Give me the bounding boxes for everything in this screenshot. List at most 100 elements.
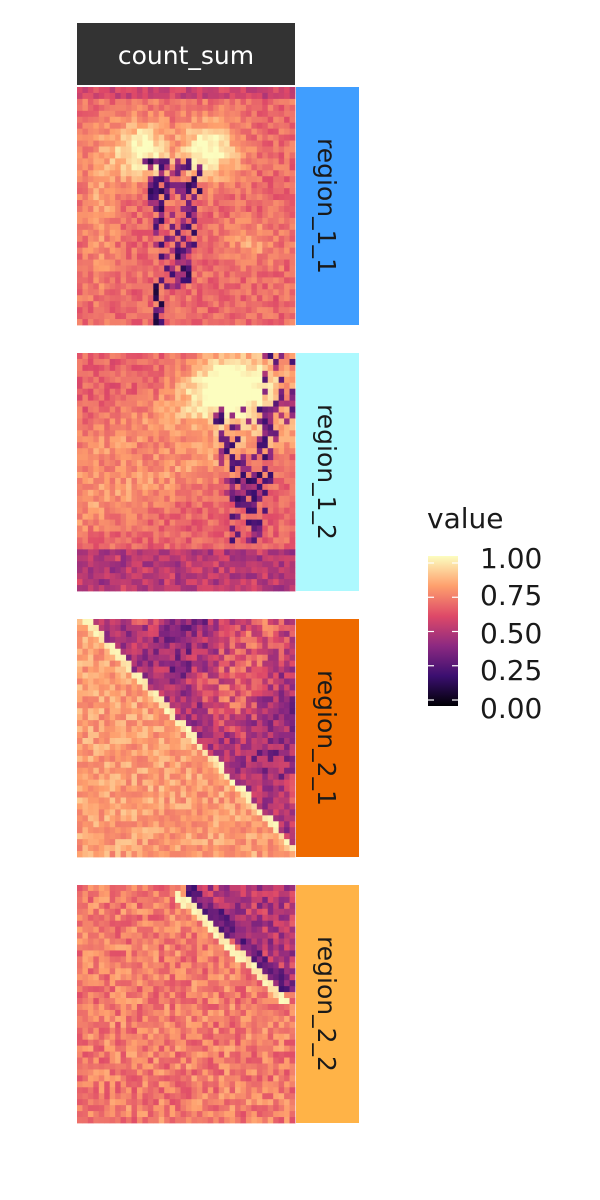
- heatmap-cell: [131, 525, 138, 532]
- heatmap-cell: [207, 619, 214, 626]
- heatmap-cell: [158, 896, 165, 904]
- heatmap-cell: [126, 573, 132, 580]
- heatmap-cell: [186, 702, 192, 709]
- heatmap-cell: [202, 803, 209, 810]
- heatmap-cell: [240, 630, 247, 638]
- heatmap-cell: [153, 87, 160, 94]
- heatmap-cell: [207, 714, 214, 721]
- heatmap-cell: [224, 561, 230, 568]
- heatmap-cell: [169, 630, 176, 638]
- heatmap-cell: [115, 358, 121, 366]
- heatmap-cell: [115, 507, 121, 515]
- heatmap-cell: [120, 247, 127, 254]
- heatmap-cell: [115, 809, 121, 816]
- heatmap-cell: [175, 660, 181, 667]
- heatmap-cell: [273, 110, 280, 118]
- heatmap-cell: [235, 743, 241, 751]
- heatmap-cell: [87, 549, 94, 556]
- heatmap-cell: [169, 648, 176, 656]
- heatmap-cell: [131, 821, 138, 828]
- heatmap-cell: [267, 555, 274, 562]
- heatmap-cell: [147, 642, 154, 650]
- heatmap-cell: [115, 211, 121, 219]
- heatmap-cell: [202, 714, 209, 721]
- heatmap-cell: [147, 732, 154, 739]
- heatmap-cell: [278, 809, 285, 816]
- heatmap-cell: [87, 247, 94, 254]
- heatmap-cell: [251, 579, 258, 586]
- heatmap-cell: [104, 430, 111, 437]
- heatmap-cell: [218, 785, 225, 792]
- heatmap-cell: [131, 271, 138, 278]
- heatmap-cell: [213, 194, 220, 201]
- heatmap-cell: [77, 164, 83, 171]
- heatmap-cell: [142, 483, 149, 491]
- heatmap-cell: [82, 531, 89, 538]
- heatmap-cell: [245, 194, 252, 201]
- heatmap-cell: [158, 720, 165, 727]
- heatmap-cell: [87, 797, 94, 804]
- heatmap-cell: [267, 767, 274, 775]
- heatmap-cell: [120, 265, 127, 272]
- heatmap-cell: [120, 364, 127, 372]
- heatmap-cell: [77, 301, 83, 308]
- heatmap-cell: [180, 489, 187, 497]
- heatmap-cell: [278, 845, 285, 852]
- heatmap-cell: [213, 579, 220, 586]
- heatmap-cell: [224, 755, 230, 763]
- heatmap-cell: [180, 636, 187, 644]
- heatmap-cell: [142, 353, 149, 360]
- heatmap-cell: [169, 708, 176, 715]
- heatmap-cell: [240, 619, 247, 626]
- heatmap-cell: [213, 182, 220, 189]
- heatmap-cell: [169, 271, 176, 278]
- heatmap-cell: [153, 483, 160, 491]
- heatmap-cell: [87, 140, 94, 147]
- heatmap-cell: [153, 182, 160, 189]
- heatmap-cell: [109, 442, 116, 449]
- heatmap-cell: [273, 313, 280, 320]
- heatmap-cell: [169, 289, 176, 296]
- heatmap-cell: [245, 890, 252, 898]
- heatmap-cell: [196, 678, 203, 685]
- heatmap-cell: [87, 442, 94, 449]
- heatmap-panel-region-1-1: [77, 87, 296, 326]
- heatmap-cell: [218, 809, 225, 816]
- heatmap-cell: [164, 110, 171, 118]
- heatmap-cell: [196, 406, 203, 413]
- heatmap-cell: [175, 152, 181, 159]
- heatmap-cell: [93, 636, 100, 644]
- heatmap-cell: [196, 654, 203, 662]
- heatmap-cell: [202, 738, 209, 745]
- heatmap-cell: [229, 116, 236, 124]
- heatmap-cell: [136, 767, 143, 775]
- heatmap-cell: [191, 531, 198, 538]
- heatmap-cell: [262, 885, 269, 892]
- heatmap-cell: [278, 513, 285, 520]
- heatmap-cell: [245, 412, 252, 419]
- heatmap-cell: [87, 519, 94, 526]
- heatmap-cell: [164, 755, 171, 763]
- heatmap-cell: [202, 630, 209, 638]
- heatmap-cell: [169, 128, 176, 135]
- heatmap-cell: [186, 283, 192, 290]
- heatmap-cell: [98, 561, 105, 568]
- heatmap-cell: [93, 283, 100, 290]
- heatmap-cell: [120, 833, 127, 840]
- heatmap-cell: [104, 92, 111, 100]
- heatmap-cell: [267, 283, 274, 290]
- heatmap-cell: [196, 555, 203, 562]
- heatmap-cell: [120, 827, 127, 834]
- heatmap-cell: [169, 767, 176, 775]
- heatmap-cell: [202, 749, 209, 757]
- heatmap-cell: [153, 307, 160, 314]
- heatmap-cell: [218, 619, 225, 626]
- heatmap-cell: [191, 472, 198, 479]
- heatmap-cell: [169, 549, 176, 556]
- heatmap-cell: [153, 301, 160, 308]
- heatmap-cell: [284, 630, 290, 638]
- heatmap-cell: [278, 211, 285, 219]
- heatmap-cell: [240, 696, 247, 703]
- heatmap-cell: [229, 908, 236, 916]
- heatmap-cell: [218, 648, 225, 656]
